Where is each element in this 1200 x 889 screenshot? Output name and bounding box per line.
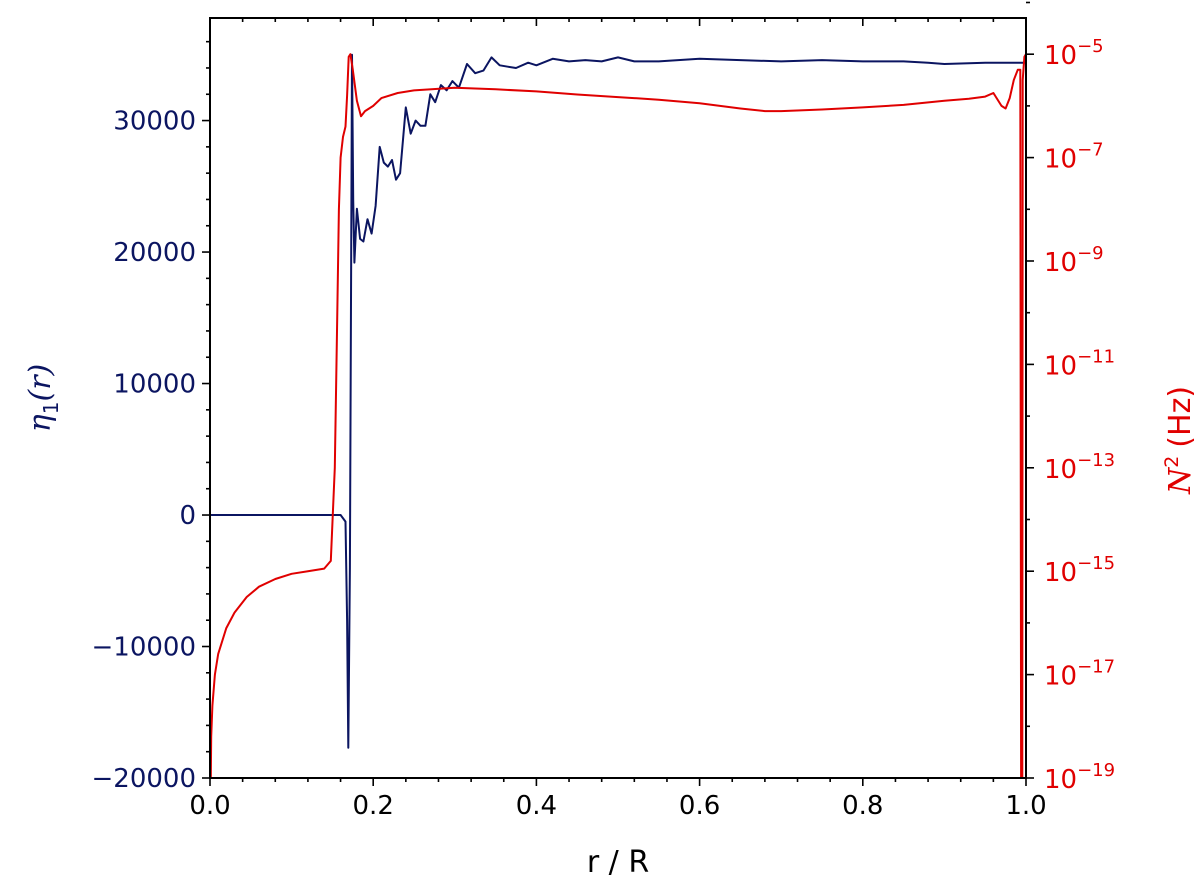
- right-axis-ticks: 10−19 10−17 10−15 10−13 10−11 10−9 10−7 10−5: [1026, 1, 1115, 795]
- left-axis-title-subscript: 1: [39, 402, 63, 415]
- left-tick-label: 10000: [113, 370, 196, 400]
- right-tick-label: 10−7: [1044, 140, 1104, 175]
- right-axis-title-superscript: 2: [1161, 456, 1183, 468]
- left-tick-label: 30000: [113, 107, 196, 137]
- right-tick-label: 10−13: [1044, 450, 1115, 485]
- right-axis-title-symbol: N: [1163, 466, 1198, 495]
- right-tick-label: 10−19: [1044, 760, 1115, 795]
- series-line-eta1: [210, 53, 1026, 749]
- series-line-n2: [209, 53, 1027, 779]
- right-tick-label: 10−11: [1044, 346, 1115, 381]
- right-tick-label: 10−5: [1044, 36, 1104, 71]
- right-tick-label: 10−17: [1044, 657, 1115, 692]
- left-axis-title: η1(r): [23, 364, 63, 432]
- left-axis-title-arg: (r): [23, 364, 58, 402]
- left-tick-label: 20000: [113, 238, 196, 268]
- left-axis-title-symbol: η: [23, 414, 58, 432]
- x-tick-label: 0.2: [353, 791, 394, 821]
- left-tick-label: 0: [179, 501, 196, 531]
- series-layer: [209, 53, 1027, 779]
- right-tick-label: 10−9: [1044, 243, 1104, 278]
- left-axis-ticks: −20000 −10000 0 10000 20000 30000: [92, 40, 210, 794]
- x-tick-label: 0.4: [516, 791, 557, 821]
- plot-frame: [209, 17, 1027, 779]
- left-tick-label: −10000: [92, 633, 197, 663]
- x-axis-ticks: 0.0 0.2 0.4 0.6 0.8 1.0: [189, 18, 1047, 821]
- right-tick-label: 10−15: [1044, 553, 1115, 588]
- right-axis-title-unit: (Hz): [1163, 386, 1198, 448]
- x-tick-label: 0.0: [189, 791, 230, 821]
- x-tick-label: 1.0: [1005, 791, 1046, 821]
- x-tick-label: 0.8: [842, 791, 883, 821]
- x-axis-title: r / R: [587, 845, 649, 880]
- right-axis-title: N2 (Hz): [1161, 386, 1198, 495]
- left-tick-label: −20000: [92, 764, 197, 794]
- x-tick-label: 0.6: [679, 791, 720, 821]
